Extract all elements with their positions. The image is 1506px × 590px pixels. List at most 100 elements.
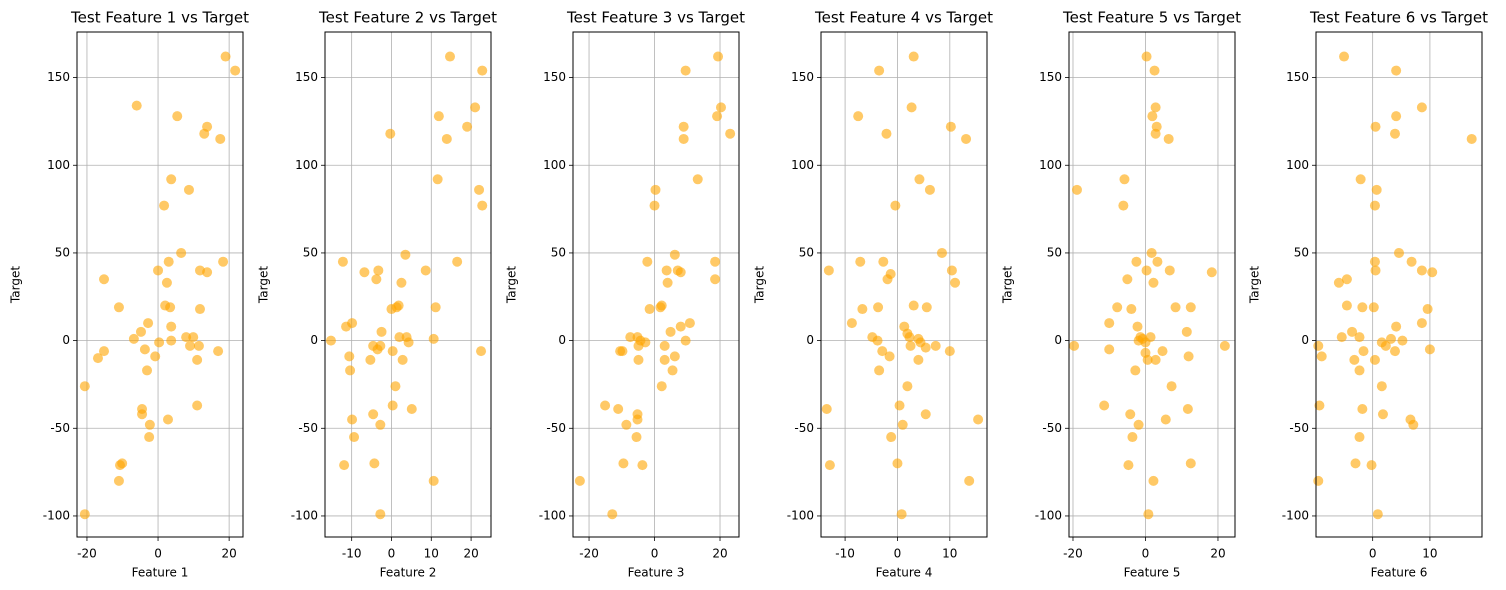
y-tick-label: 150 [47,70,70,84]
point [1369,354,1380,365]
subplot-title: Test Feature 1 vs Target [70,9,249,27]
point [1130,365,1141,376]
point [1377,409,1388,420]
x-tick-label: 0 [154,547,162,561]
point [669,249,680,260]
y-axis-label: Target [1248,266,1262,304]
point [633,340,644,351]
point [712,111,723,122]
point [1150,128,1161,139]
point [347,414,358,425]
point [924,184,935,195]
point [1427,267,1438,278]
point [710,274,721,285]
y-tick-label: 0 [806,333,814,347]
point [1389,128,1400,139]
point [1157,346,1168,357]
y-tick-label: -100 [787,508,814,522]
point [574,475,585,486]
y-axis-label: Target [753,266,767,304]
point [373,265,384,276]
point [1182,403,1193,414]
point [665,326,676,337]
y-tick-label: 50 [1047,245,1062,259]
point [1149,65,1160,76]
y-tick-label: -100 [43,508,70,522]
point [1366,460,1377,471]
point [1376,381,1387,392]
point [137,409,148,420]
axes-frame [76,31,244,538]
point [631,432,642,443]
point [1125,409,1136,420]
subplot: -20 0 20 -100 -50 0 50 100 150 Test Feature 3 vs … [505,9,746,580]
x-tick-label: -10 [342,547,362,561]
point [710,256,721,267]
point [1141,265,1152,276]
point [894,400,905,411]
point [680,335,691,346]
point [185,340,196,351]
point [1069,340,1080,351]
y-tick-label: 150 [295,70,318,84]
subplot-title: Test Feature 5 vs Target [1062,9,1241,27]
x-tick-label: -20 [77,547,97,561]
point [1354,365,1365,376]
point [920,409,931,420]
point [166,335,177,346]
point [188,332,199,343]
point [1166,381,1177,392]
point [144,432,155,443]
point [964,475,975,486]
point [1408,419,1419,430]
point [908,51,919,62]
y-tick-label: 0 [1054,333,1062,347]
point [621,419,632,430]
point [113,475,124,486]
point [713,51,724,62]
point [655,302,666,313]
point [1385,333,1396,344]
point [372,344,383,355]
y-tick-label: 150 [1286,70,1309,84]
x-tick-label: 0 [894,547,902,561]
point [139,344,150,355]
point [79,509,90,520]
point [394,332,405,343]
point [365,354,376,365]
point [193,340,204,351]
point [1126,304,1137,315]
point [369,458,380,469]
point [914,174,925,185]
point [857,304,868,315]
point [1355,174,1366,185]
point [1416,102,1427,113]
y-tick-label: 100 [1039,158,1062,172]
point [853,111,864,122]
point [172,111,183,122]
point [642,256,653,267]
point [846,318,857,329]
point [441,133,452,144]
point [1369,200,1380,211]
x-tick-label: 20 [1210,547,1225,561]
point [1150,102,1161,113]
x-tick-label: 10 [424,547,439,561]
point [902,381,913,392]
point [1132,321,1143,332]
point [1123,460,1134,471]
x-tick-label: -20 [1063,547,1083,561]
point [432,174,443,185]
point [886,432,897,443]
point [600,400,611,411]
subplot: -20 0 20 -100 -50 0 50 100 150 Test Feature 5 vs … [1001,9,1242,580]
point [678,121,689,132]
point [1133,419,1144,430]
point [1370,121,1381,132]
point [874,365,885,376]
y-tick-label: -100 [1282,508,1309,522]
point [142,365,153,376]
point [1371,184,1382,195]
point [1118,200,1129,211]
